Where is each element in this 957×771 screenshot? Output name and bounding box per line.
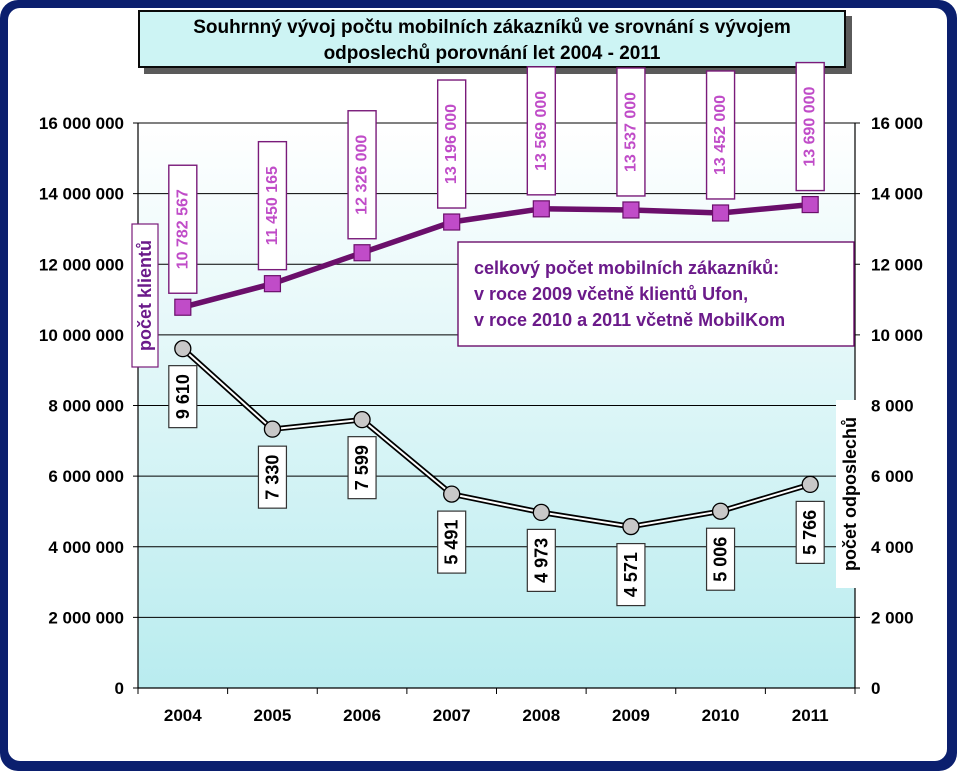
x-tick-label: 2011 <box>792 706 829 725</box>
y-left-tick-label: 8 000 000 <box>48 397 124 416</box>
intercepts-data-label: 9 610 <box>173 374 193 419</box>
customers-data-label: 13 569 000 <box>533 91 550 171</box>
intercepts-data-label: 7 599 <box>352 445 372 490</box>
y-right-tick-label: 10 000 <box>871 326 923 345</box>
y-left-tick-label: 12 000 000 <box>39 255 124 274</box>
y-left-axis-title: počet klientů <box>135 240 155 351</box>
intercepts-marker <box>532 503 550 522</box>
y-right-tick-label: 12 000 <box>871 255 923 274</box>
customers-data-label: 13 537 000 <box>622 92 639 172</box>
x-tick-label: 2010 <box>702 706 740 725</box>
customers-data-label-box <box>705 70 736 200</box>
x-tick-label: 2008 <box>522 706 560 725</box>
customers-marker <box>353 244 371 262</box>
intercepts-marker <box>801 475 819 494</box>
intercepts-data-label-box <box>526 528 556 592</box>
y-left-tick-label: 2 000 000 <box>48 608 124 627</box>
customers-line <box>182 201 811 310</box>
customers-data-label: 10 782 567 <box>174 189 191 269</box>
y-right-axis-title: počet odposlechů <box>840 417 860 571</box>
annotation-line: v roce 2010 a 2011 včetně MobilKom <box>474 310 785 330</box>
intercepts-data-label: 4 571 <box>621 552 641 597</box>
y-left-tick-label: 16 000 000 <box>39 114 124 133</box>
intercepts-data-label: 7 330 <box>262 455 282 500</box>
customers-data-label: 13 196 000 <box>443 104 460 184</box>
chart-title-line-2: odposlechů porovnání let 2004 - 2011 <box>323 43 661 64</box>
customers-data-label-box <box>257 140 288 271</box>
customers-data-label-box <box>795 61 825 192</box>
customers-marker <box>263 275 282 293</box>
x-tick-label: 2006 <box>343 706 381 725</box>
y-left-tick-label: 10 000 000 <box>39 326 124 345</box>
y-right-title-box <box>836 400 864 588</box>
x-tick-label: 2009 <box>612 706 650 725</box>
intercepts-data-label-box <box>437 510 467 574</box>
y-left-title-box <box>131 223 159 368</box>
customers-marker <box>174 298 192 316</box>
intercepts-data-label-box <box>616 542 646 607</box>
annotation-line: v roce 2009 včetně klientů Ufon, <box>474 284 748 304</box>
customers-marker <box>711 204 730 222</box>
y-left-tick-label: 4 000 000 <box>48 538 124 557</box>
intercepts-data-label-box <box>795 500 825 564</box>
intercepts-marker <box>711 502 730 520</box>
x-tick-label: 2004 <box>164 706 202 725</box>
intercepts-marker <box>443 485 461 503</box>
annotation-box <box>457 241 855 347</box>
x-tick-label: 2005 <box>254 706 292 725</box>
y-left-tick-label: 6 000 000 <box>48 467 124 486</box>
intercepts-marker <box>622 517 640 536</box>
intercepts-data-label-box <box>705 527 736 591</box>
intercepts-data-label-box <box>257 445 288 509</box>
intercepts-data-label-box <box>168 365 198 429</box>
y-right-tick-label: 8 000 <box>871 397 914 416</box>
y-right-tick-label: 16 000 <box>871 114 923 133</box>
intercepts-marker <box>353 411 371 429</box>
intercepts-data-label: 5 491 <box>442 520 462 565</box>
x-tick-label: 2007 <box>433 706 471 725</box>
y-left-tick-label: 0 <box>115 679 124 698</box>
intercepts-data-label: 5 766 <box>800 510 820 555</box>
y-right-tick-label: 2 000 <box>871 608 914 627</box>
intercepts-line-inner <box>182 347 811 528</box>
intercepts-marker <box>174 339 192 358</box>
customers-data-label-box <box>436 79 467 209</box>
customers-data-label: 11 450 165 <box>264 166 281 245</box>
customers-data-label: 13 690 000 <box>802 86 819 166</box>
y-right-tick-label: 6 000 <box>871 467 914 486</box>
intercepts-data-label: 5 006 <box>711 537 731 582</box>
customers-data-label-box <box>526 66 557 196</box>
customers-data-label-box <box>616 67 646 197</box>
y-right-tick-label: 4 000 <box>871 538 914 557</box>
intercepts-data-label: 4 973 <box>531 538 551 583</box>
y-left-tick-label: 14 000 000 <box>39 185 124 204</box>
customers-marker <box>443 213 461 231</box>
customers-data-label-box <box>347 110 377 240</box>
customers-marker <box>622 201 640 219</box>
y-right-tick-label: 0 <box>871 679 880 698</box>
customers-marker <box>532 200 550 218</box>
intercepts-marker <box>263 420 282 438</box>
chart-title-line-1: Souhrnný vývoj počtu mobilních zákazníků… <box>193 17 791 38</box>
customers-marker <box>801 195 819 214</box>
customers-data-label: 12 326 000 <box>354 135 371 215</box>
annotation-line: celkový počet mobilních zákazníků: <box>474 258 779 278</box>
chart-title: Souhrnný vývoj počtu mobilních zákazníků… <box>138 10 846 68</box>
y-right-tick-label: 14 000 <box>871 185 923 204</box>
intercepts-data-label-box <box>347 436 377 500</box>
customers-data-label: 13 452 000 <box>712 95 729 175</box>
customers-data-label-box <box>168 164 198 294</box>
